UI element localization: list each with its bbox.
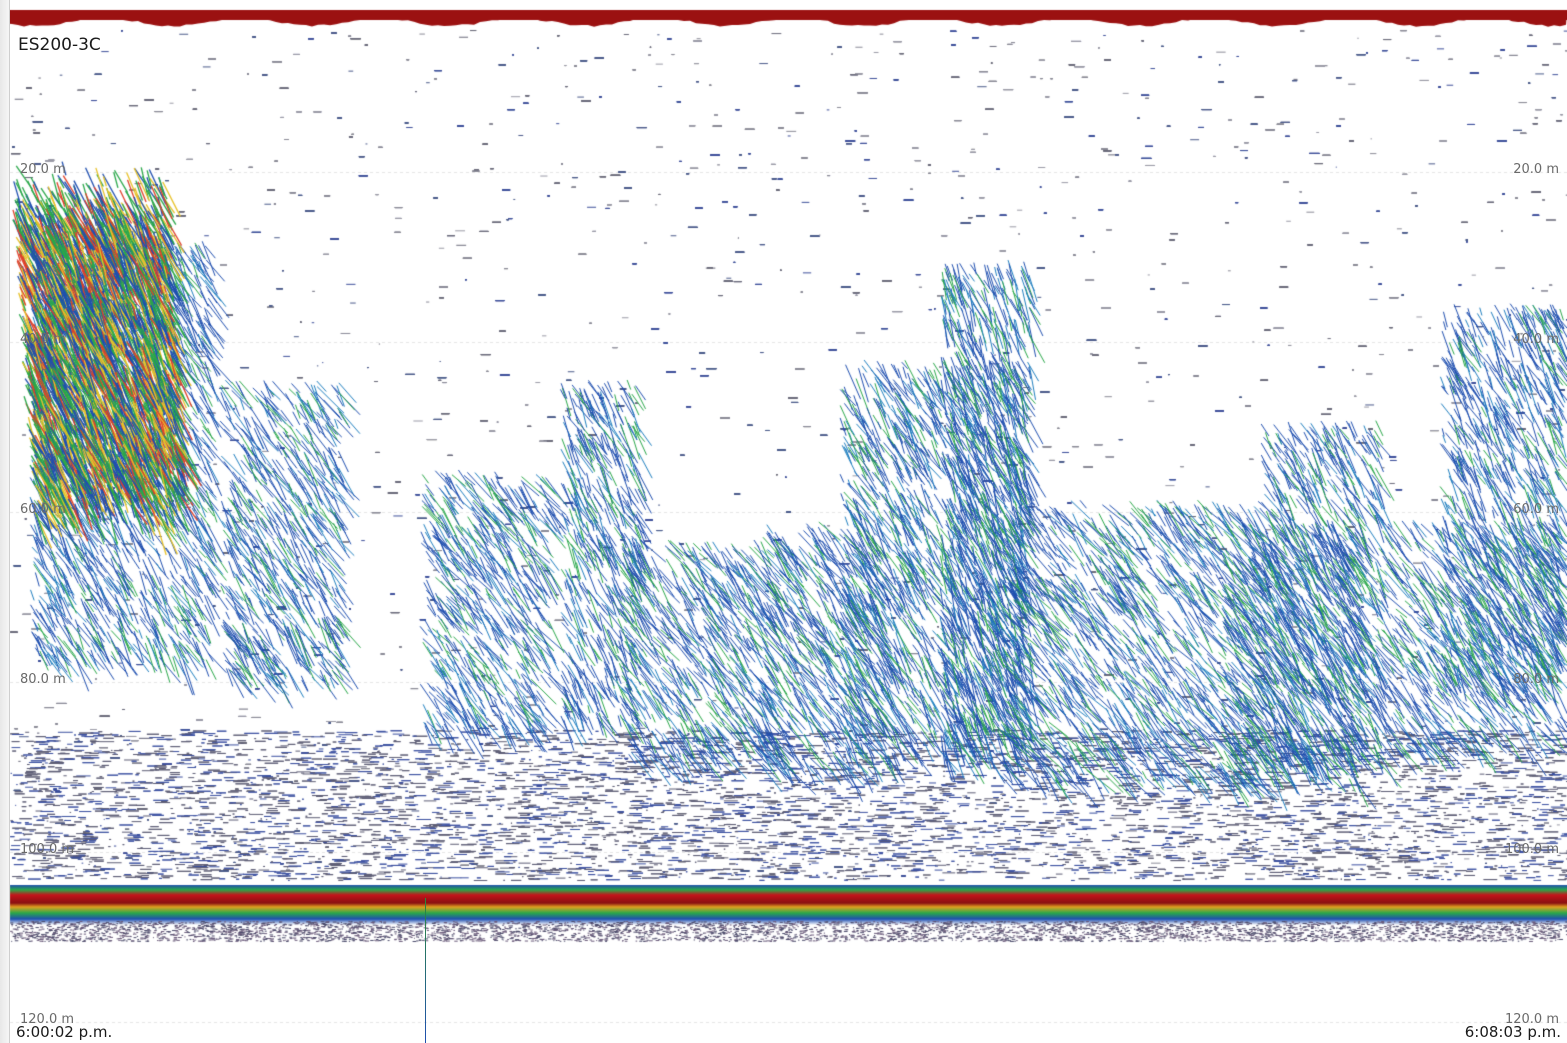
depth-label-left-60: 60.0 m — [20, 502, 66, 517]
event-marker-line — [425, 898, 426, 1043]
depth-label-left-80: 80.0 m — [20, 672, 66, 687]
depth-label-left-20: 20.0 m — [20, 162, 66, 177]
transducer-label: ES200-3C — [18, 35, 101, 55]
depth-label-left-40: 40.0 m — [20, 332, 66, 347]
depth-label-right-40: 40.0 m — [1513, 332, 1559, 347]
depth-label-right-60: 60.0 m — [1513, 502, 1559, 517]
depth-label-right-100: 100.0 m — [1504, 842, 1559, 857]
time-start-label: 6:00:02 p.m. — [16, 1023, 113, 1041]
echogram-left-border — [0, 0, 10, 1043]
time-end-label: 6:08:03 p.m. — [1464, 1023, 1561, 1041]
depth-label-right-20: 20.0 m — [1513, 162, 1559, 177]
depth-label-left-100: 100.0 m — [20, 842, 75, 857]
depth-label-right-80: 80.0 m — [1513, 672, 1559, 687]
depth-label-right-120: 120.0 m — [1504, 1012, 1559, 1027]
depth-label-left-120: 120.0 m — [20, 1012, 75, 1027]
